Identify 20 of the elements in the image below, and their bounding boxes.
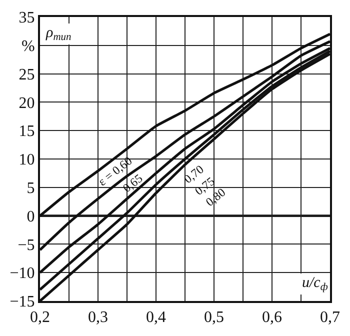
x-tick-label: 0,3 <box>88 309 108 326</box>
x-tick-label: 0,6 <box>262 309 282 326</box>
y-tick-label: 35 <box>18 10 35 27</box>
x-tick-label: 0,4 <box>146 309 166 326</box>
y-tick-label: −15 <box>10 294 35 311</box>
y-axis-title: ρ$_{тип}$ <box>45 25 72 44</box>
y-tick-label: 20 <box>18 94 35 112</box>
y-tick-label: −10 <box>10 265 35 282</box>
x-tick-label: 0,5 <box>204 309 224 326</box>
annotation: 0,65 <box>120 171 146 196</box>
x-axis-title: u/c$_{ф}$ <box>302 275 328 294</box>
y-tick-label: 15 <box>18 123 35 140</box>
y-tick-label: % <box>21 38 35 55</box>
x-tick-label: 0,2 <box>30 309 50 326</box>
y-tick-label: −5 <box>18 236 35 254</box>
y-tick-label: 25 <box>18 66 35 84</box>
y-tick-label: 10 <box>18 152 35 169</box>
y-tick-label: 5 <box>26 180 35 197</box>
x-tick-label: 0,7 <box>320 309 340 326</box>
y-tick-label: 0 <box>26 208 35 226</box>
